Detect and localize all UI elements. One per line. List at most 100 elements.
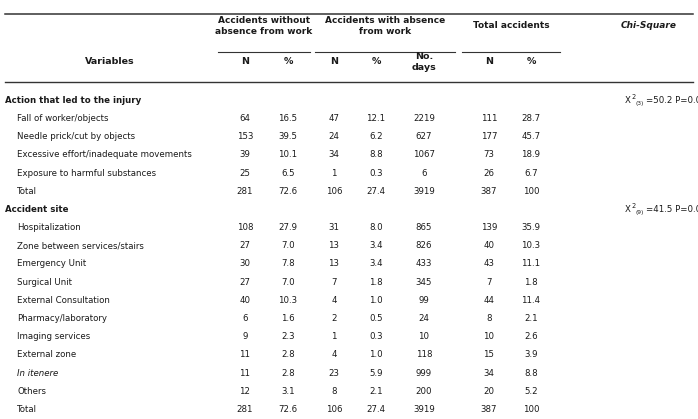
- Text: 7.0: 7.0: [281, 278, 295, 287]
- Text: X: X: [625, 96, 631, 105]
- Text: (9): (9): [635, 210, 644, 215]
- Text: Zone between services/stairs: Zone between services/stairs: [17, 241, 144, 250]
- Text: 11.4: 11.4: [521, 296, 540, 305]
- Text: 3919: 3919: [413, 405, 435, 414]
- Text: 1: 1: [332, 332, 336, 341]
- Text: 8: 8: [332, 387, 336, 396]
- Text: N: N: [330, 57, 338, 67]
- Text: 11: 11: [239, 351, 251, 360]
- Text: 0.5: 0.5: [369, 314, 383, 323]
- Text: 40: 40: [484, 241, 494, 250]
- Text: 7: 7: [487, 278, 492, 287]
- Text: 34: 34: [329, 150, 339, 159]
- Text: 25: 25: [239, 168, 251, 178]
- Text: 999: 999: [416, 369, 432, 378]
- Text: 6: 6: [242, 314, 248, 323]
- Text: 8.8: 8.8: [524, 369, 538, 378]
- Text: 100: 100: [523, 187, 540, 196]
- Text: 9: 9: [242, 332, 248, 341]
- Text: 3.1: 3.1: [281, 387, 295, 396]
- Text: 177: 177: [481, 132, 497, 141]
- Text: 26: 26: [484, 168, 494, 178]
- Text: 106: 106: [326, 405, 342, 414]
- Text: 6: 6: [422, 168, 426, 178]
- Text: 10.3: 10.3: [521, 241, 540, 250]
- Text: 11: 11: [239, 369, 251, 378]
- Text: X: X: [625, 205, 631, 214]
- Text: N: N: [485, 57, 493, 67]
- Text: 108: 108: [237, 223, 253, 232]
- Text: Hospitalization: Hospitalization: [17, 223, 81, 232]
- Text: 6.7: 6.7: [524, 168, 538, 178]
- Text: 8: 8: [487, 314, 492, 323]
- Text: 0.3: 0.3: [369, 332, 383, 341]
- Text: Surgical Unit: Surgical Unit: [17, 278, 72, 287]
- Text: 13: 13: [329, 241, 339, 250]
- Text: In itenere: In itenere: [17, 369, 58, 378]
- Text: 13: 13: [329, 259, 339, 269]
- Text: 1.0: 1.0: [369, 296, 383, 305]
- Text: 72.6: 72.6: [279, 187, 297, 196]
- Text: 27: 27: [239, 241, 251, 250]
- Text: 45.7: 45.7: [521, 132, 540, 141]
- Text: 24: 24: [329, 132, 339, 141]
- Text: 39.5: 39.5: [279, 132, 297, 141]
- Text: 34: 34: [484, 369, 494, 378]
- Text: 18.9: 18.9: [521, 150, 540, 159]
- Text: 118: 118: [416, 351, 432, 360]
- Text: 1067: 1067: [413, 150, 435, 159]
- Text: =41.5 P=0.000: =41.5 P=0.000: [646, 205, 698, 214]
- Text: 6.2: 6.2: [369, 132, 383, 141]
- Text: 73: 73: [484, 150, 494, 159]
- Text: External Consultation: External Consultation: [17, 296, 110, 305]
- Text: 4: 4: [332, 351, 336, 360]
- Text: 27.4: 27.4: [366, 405, 385, 414]
- Text: Accidents with absence
from work: Accidents with absence from work: [325, 16, 445, 36]
- Text: 64: 64: [239, 114, 251, 123]
- Text: %: %: [526, 57, 535, 67]
- Text: Accident site: Accident site: [5, 205, 68, 214]
- Text: 200: 200: [416, 387, 432, 396]
- Text: Fall of worker/objects: Fall of worker/objects: [17, 114, 108, 123]
- Text: 2.3: 2.3: [281, 332, 295, 341]
- Text: 3.4: 3.4: [369, 259, 383, 269]
- Text: 3919: 3919: [413, 187, 435, 196]
- Text: 1.8: 1.8: [369, 278, 383, 287]
- Text: 27.9: 27.9: [279, 223, 297, 232]
- Text: Pharmacy/laboratory: Pharmacy/laboratory: [17, 314, 107, 323]
- Text: External zone: External zone: [17, 351, 76, 360]
- Text: Accidents without
absence from work: Accidents without absence from work: [216, 16, 313, 36]
- Text: 31: 31: [329, 223, 339, 232]
- Text: 44: 44: [484, 296, 494, 305]
- Text: Exposure to harmful substances: Exposure to harmful substances: [17, 168, 156, 178]
- Text: 43: 43: [484, 259, 494, 269]
- Text: 24: 24: [419, 314, 429, 323]
- Text: N: N: [241, 57, 249, 67]
- Text: 1.6: 1.6: [281, 314, 295, 323]
- Text: 3.9: 3.9: [524, 351, 537, 360]
- Text: 1: 1: [332, 168, 336, 178]
- Text: 2: 2: [332, 314, 336, 323]
- Text: 39: 39: [239, 150, 251, 159]
- Text: Needle prick/cut by objects: Needle prick/cut by objects: [17, 132, 135, 141]
- Text: Chi-Square: Chi-Square: [621, 21, 677, 31]
- Text: 5.2: 5.2: [524, 387, 538, 396]
- Text: 387: 387: [481, 187, 497, 196]
- Text: Emergency Unit: Emergency Unit: [17, 259, 87, 269]
- Text: 627: 627: [416, 132, 432, 141]
- Text: 20: 20: [484, 387, 494, 396]
- Text: Action that led to the injury: Action that led to the injury: [5, 96, 141, 105]
- Text: 7.8: 7.8: [281, 259, 295, 269]
- Text: 11.1: 11.1: [521, 259, 540, 269]
- Text: %: %: [283, 57, 292, 67]
- Text: (3): (3): [635, 101, 644, 106]
- Text: 15: 15: [484, 351, 494, 360]
- Text: 2.1: 2.1: [524, 314, 538, 323]
- Text: 433: 433: [416, 259, 432, 269]
- Text: 30: 30: [239, 259, 251, 269]
- Text: 16.5: 16.5: [279, 114, 297, 123]
- Text: 2: 2: [632, 94, 636, 100]
- Text: 100: 100: [523, 405, 540, 414]
- Text: 2.6: 2.6: [524, 332, 538, 341]
- Text: 387: 387: [481, 405, 497, 414]
